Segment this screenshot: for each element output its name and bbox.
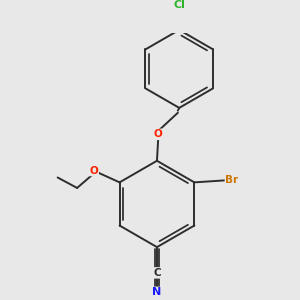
Text: O: O: [89, 166, 98, 176]
Text: Cl: Cl: [173, 0, 185, 10]
Text: Br: Br: [225, 175, 239, 185]
Text: N: N: [152, 287, 162, 297]
Text: O: O: [154, 129, 163, 139]
Text: C: C: [153, 268, 161, 278]
